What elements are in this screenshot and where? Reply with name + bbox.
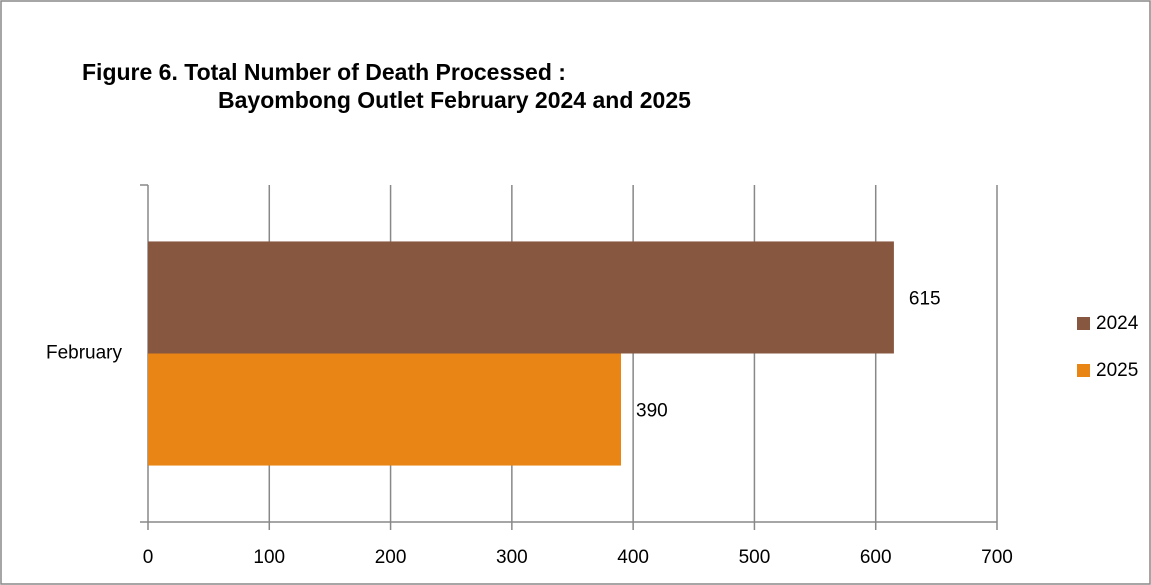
y-tick-label: February [46, 343, 123, 364]
legend-label: 2024 [1096, 313, 1139, 334]
data-label: 615 [909, 288, 941, 309]
x-tick-label: 700 [981, 547, 1013, 568]
x-tick-label: 300 [496, 547, 528, 568]
x-tick-label: 400 [617, 547, 649, 568]
x-tick-label: 200 [375, 547, 407, 568]
bar [148, 241, 894, 354]
legend-label: 2025 [1096, 360, 1138, 381]
bar [148, 353, 622, 466]
chart-subtitle: Bayombong Outlet February 2024 and 2025 [218, 87, 691, 113]
data-label: 390 [636, 401, 668, 422]
x-tick-label: 0 [143, 547, 154, 568]
x-tick-label: 100 [253, 547, 285, 568]
legend-swatch [1077, 317, 1090, 330]
x-tick-label: 600 [860, 547, 892, 568]
x-tick-label: 500 [739, 547, 771, 568]
legend-swatch [1077, 364, 1090, 377]
chart-title: Figure 6. Total Number of Death Processe… [82, 59, 566, 85]
